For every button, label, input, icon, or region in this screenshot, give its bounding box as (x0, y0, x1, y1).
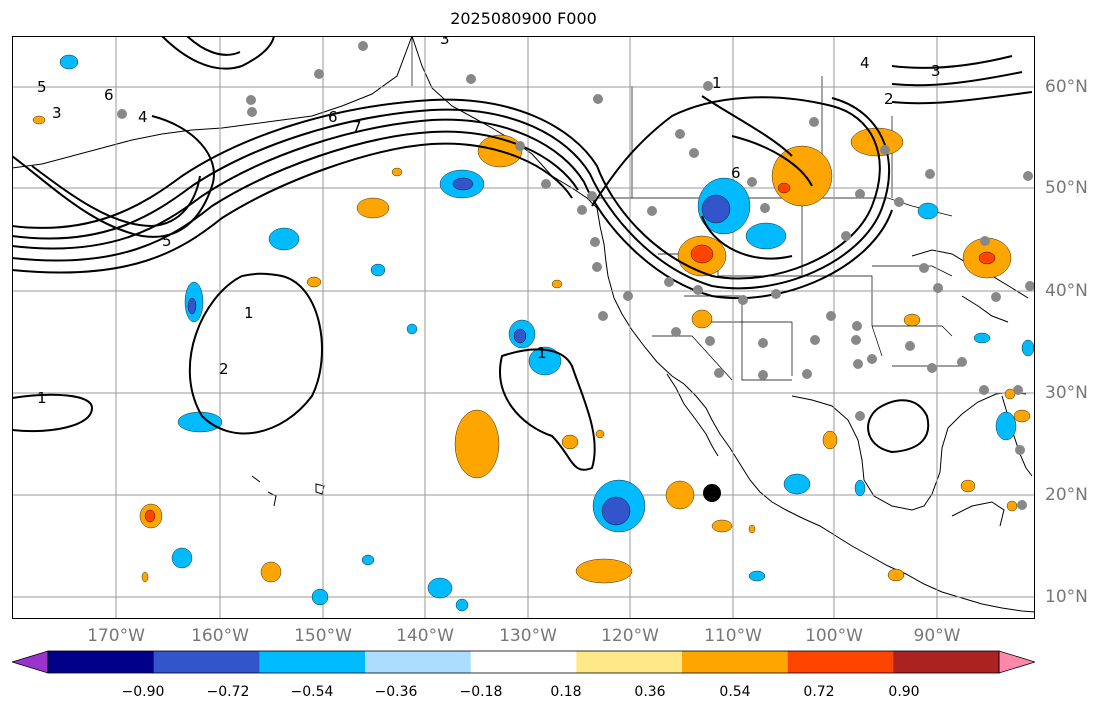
colorbar-tick-label: 0.90 (888, 684, 920, 700)
graticule (12, 36, 1035, 619)
colorbar-tick-label: −0.36 (374, 684, 418, 700)
colorbar-segment (893, 651, 1000, 673)
contour-label: 3 (440, 36, 450, 48)
map-title: 2025080900 F000 (450, 9, 597, 28)
contour-label: 4 (860, 54, 870, 72)
colorbar-outline (47, 650, 1000, 674)
colorbar-tick-label: 0.72 (803, 684, 835, 700)
colorbar-segment (259, 651, 366, 673)
colorbar-segment (48, 651, 155, 673)
colorbar-segment (365, 651, 472, 673)
colorbar-segment (576, 651, 683, 673)
lon-label: 170°W (87, 626, 145, 646)
center-marker (703, 484, 721, 502)
lon-label: 90°W (913, 626, 961, 646)
contour-label: 3 (52, 104, 62, 122)
colorbar-segment (470, 651, 577, 673)
lon-label: 160°W (191, 626, 249, 646)
map-panel: 1 1 1 1 2 2 3 3 3 4 4 5 5 6 6 6 7 (12, 36, 1035, 619)
lat-label: 10°N (1045, 587, 1088, 607)
contour-label: 3 (931, 62, 941, 80)
contour-label: 5 (162, 232, 172, 250)
lat-label: 50°N (1045, 178, 1088, 198)
lon-label: 120°W (601, 626, 659, 646)
colorbar-extend-min (12, 650, 49, 674)
colorbar-tick-label: 0.18 (550, 684, 582, 700)
colorbar-segment (787, 651, 894, 673)
lon-label: 100°W (805, 626, 863, 646)
contour-label: 1 (244, 304, 254, 322)
contour-label: 1 (537, 344, 547, 362)
lat-label: 30°N (1045, 383, 1088, 403)
colorbar-extend-max (998, 650, 1035, 674)
contour-lines (12, 36, 1033, 471)
lat-label: 40°N (1045, 281, 1088, 301)
contour-label: 5 (37, 78, 47, 96)
contour-label: 1 (37, 389, 47, 407)
contour-label: 6 (328, 108, 338, 126)
contour-label: 2 (219, 360, 229, 378)
colorbar-tick-label: −0.72 (206, 684, 250, 700)
colorbar-tick-label: −0.90 (121, 684, 165, 700)
contour-label: 4 (138, 108, 148, 126)
contour-label: 6 (731, 164, 741, 182)
lon-label: 140°W (396, 626, 454, 646)
lon-label: 130°W (499, 626, 557, 646)
colorbar-segment (682, 651, 789, 673)
colorbar-tick-label: 0.54 (719, 684, 751, 700)
contour-label-group: 1 1 1 1 2 2 3 3 3 4 4 5 5 6 6 6 7 (37, 36, 941, 407)
lat-label: 60°N (1045, 77, 1088, 97)
colorbar-tick-label: −0.54 (290, 684, 334, 700)
colorbar-tick-label: 0.36 (634, 684, 666, 700)
station-markers (117, 41, 1035, 510)
contour-label: 1 (712, 74, 722, 92)
colorbar-tick-label: −0.18 (459, 684, 503, 700)
colorbar (12, 650, 1035, 674)
contour-label: 6 (104, 86, 114, 104)
contour-label: 2 (884, 90, 894, 108)
contour-label: 7 (352, 118, 362, 136)
shaded-field (32, 54, 1035, 612)
lon-label: 150°W (294, 626, 352, 646)
lon-label: 110°W (704, 626, 762, 646)
colorbar-segment (153, 651, 260, 673)
lat-label: 20°N (1045, 485, 1088, 505)
